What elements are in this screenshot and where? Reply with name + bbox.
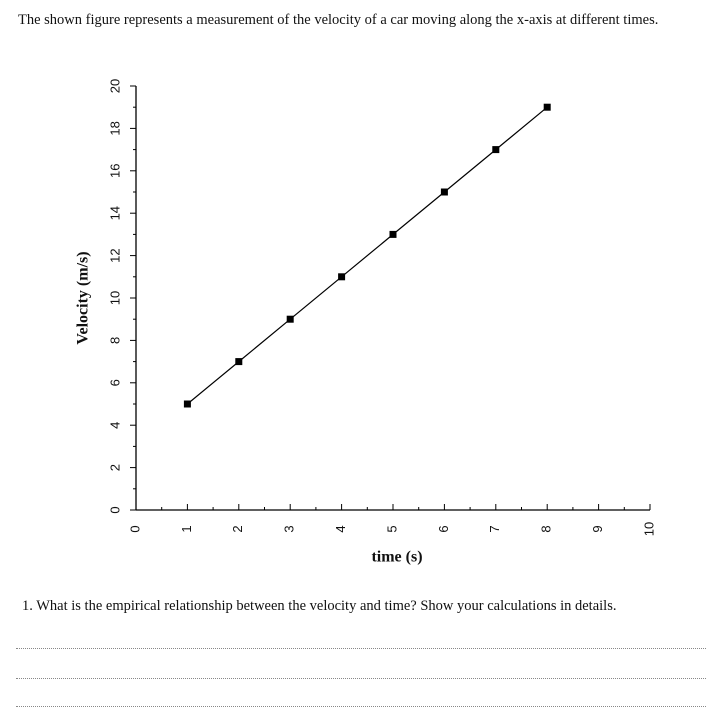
data-point <box>543 103 551 111</box>
y-tick-label: 20 <box>107 79 122 93</box>
y-axis-label: Velocity (m/s) <box>75 251 92 344</box>
data-point <box>338 273 346 281</box>
y-tick-label: 8 <box>107 337 122 344</box>
x-tick-label: 3 <box>282 525 297 532</box>
y-tick-label: 18 <box>107 121 122 135</box>
data-point <box>183 400 191 408</box>
intro-text: The shown figure represents a measuremen… <box>18 12 659 28</box>
y-tick-label: 6 <box>107 379 122 386</box>
data-point <box>286 315 294 323</box>
y-tick-label: 4 <box>107 422 122 429</box>
x-tick-label: 10 <box>641 522 656 536</box>
x-tick-label: 8 <box>539 525 554 532</box>
x-tick-label: 2 <box>230 525 245 532</box>
x-tick-label: 6 <box>436 525 451 532</box>
data-point <box>492 146 500 154</box>
y-tick-label: 2 <box>107 464 122 471</box>
x-tick-label: 5 <box>384 525 399 532</box>
x-tick-label: 0 <box>127 525 142 532</box>
y-tick-label: 14 <box>107 206 122 220</box>
question-text: 1. What is the empirical relationship be… <box>22 598 617 614</box>
answer-line <box>16 678 706 679</box>
x-tick-label: 4 <box>333 525 348 532</box>
data-point <box>440 188 448 196</box>
y-tick-label: 12 <box>107 248 122 262</box>
answer-line <box>16 648 706 649</box>
answer-line <box>16 706 706 707</box>
series-line <box>187 106 548 405</box>
x-tick-label: 9 <box>590 525 605 532</box>
x-tick-label: 1 <box>179 525 194 532</box>
y-tick-label: 10 <box>107 291 122 305</box>
data-point <box>389 230 397 238</box>
x-axis-label: time (s) <box>371 549 422 566</box>
data-point <box>235 358 243 366</box>
y-tick-label: 0 <box>107 506 122 513</box>
y-tick-label: 16 <box>107 164 122 178</box>
x-tick-label: 7 <box>487 525 502 532</box>
